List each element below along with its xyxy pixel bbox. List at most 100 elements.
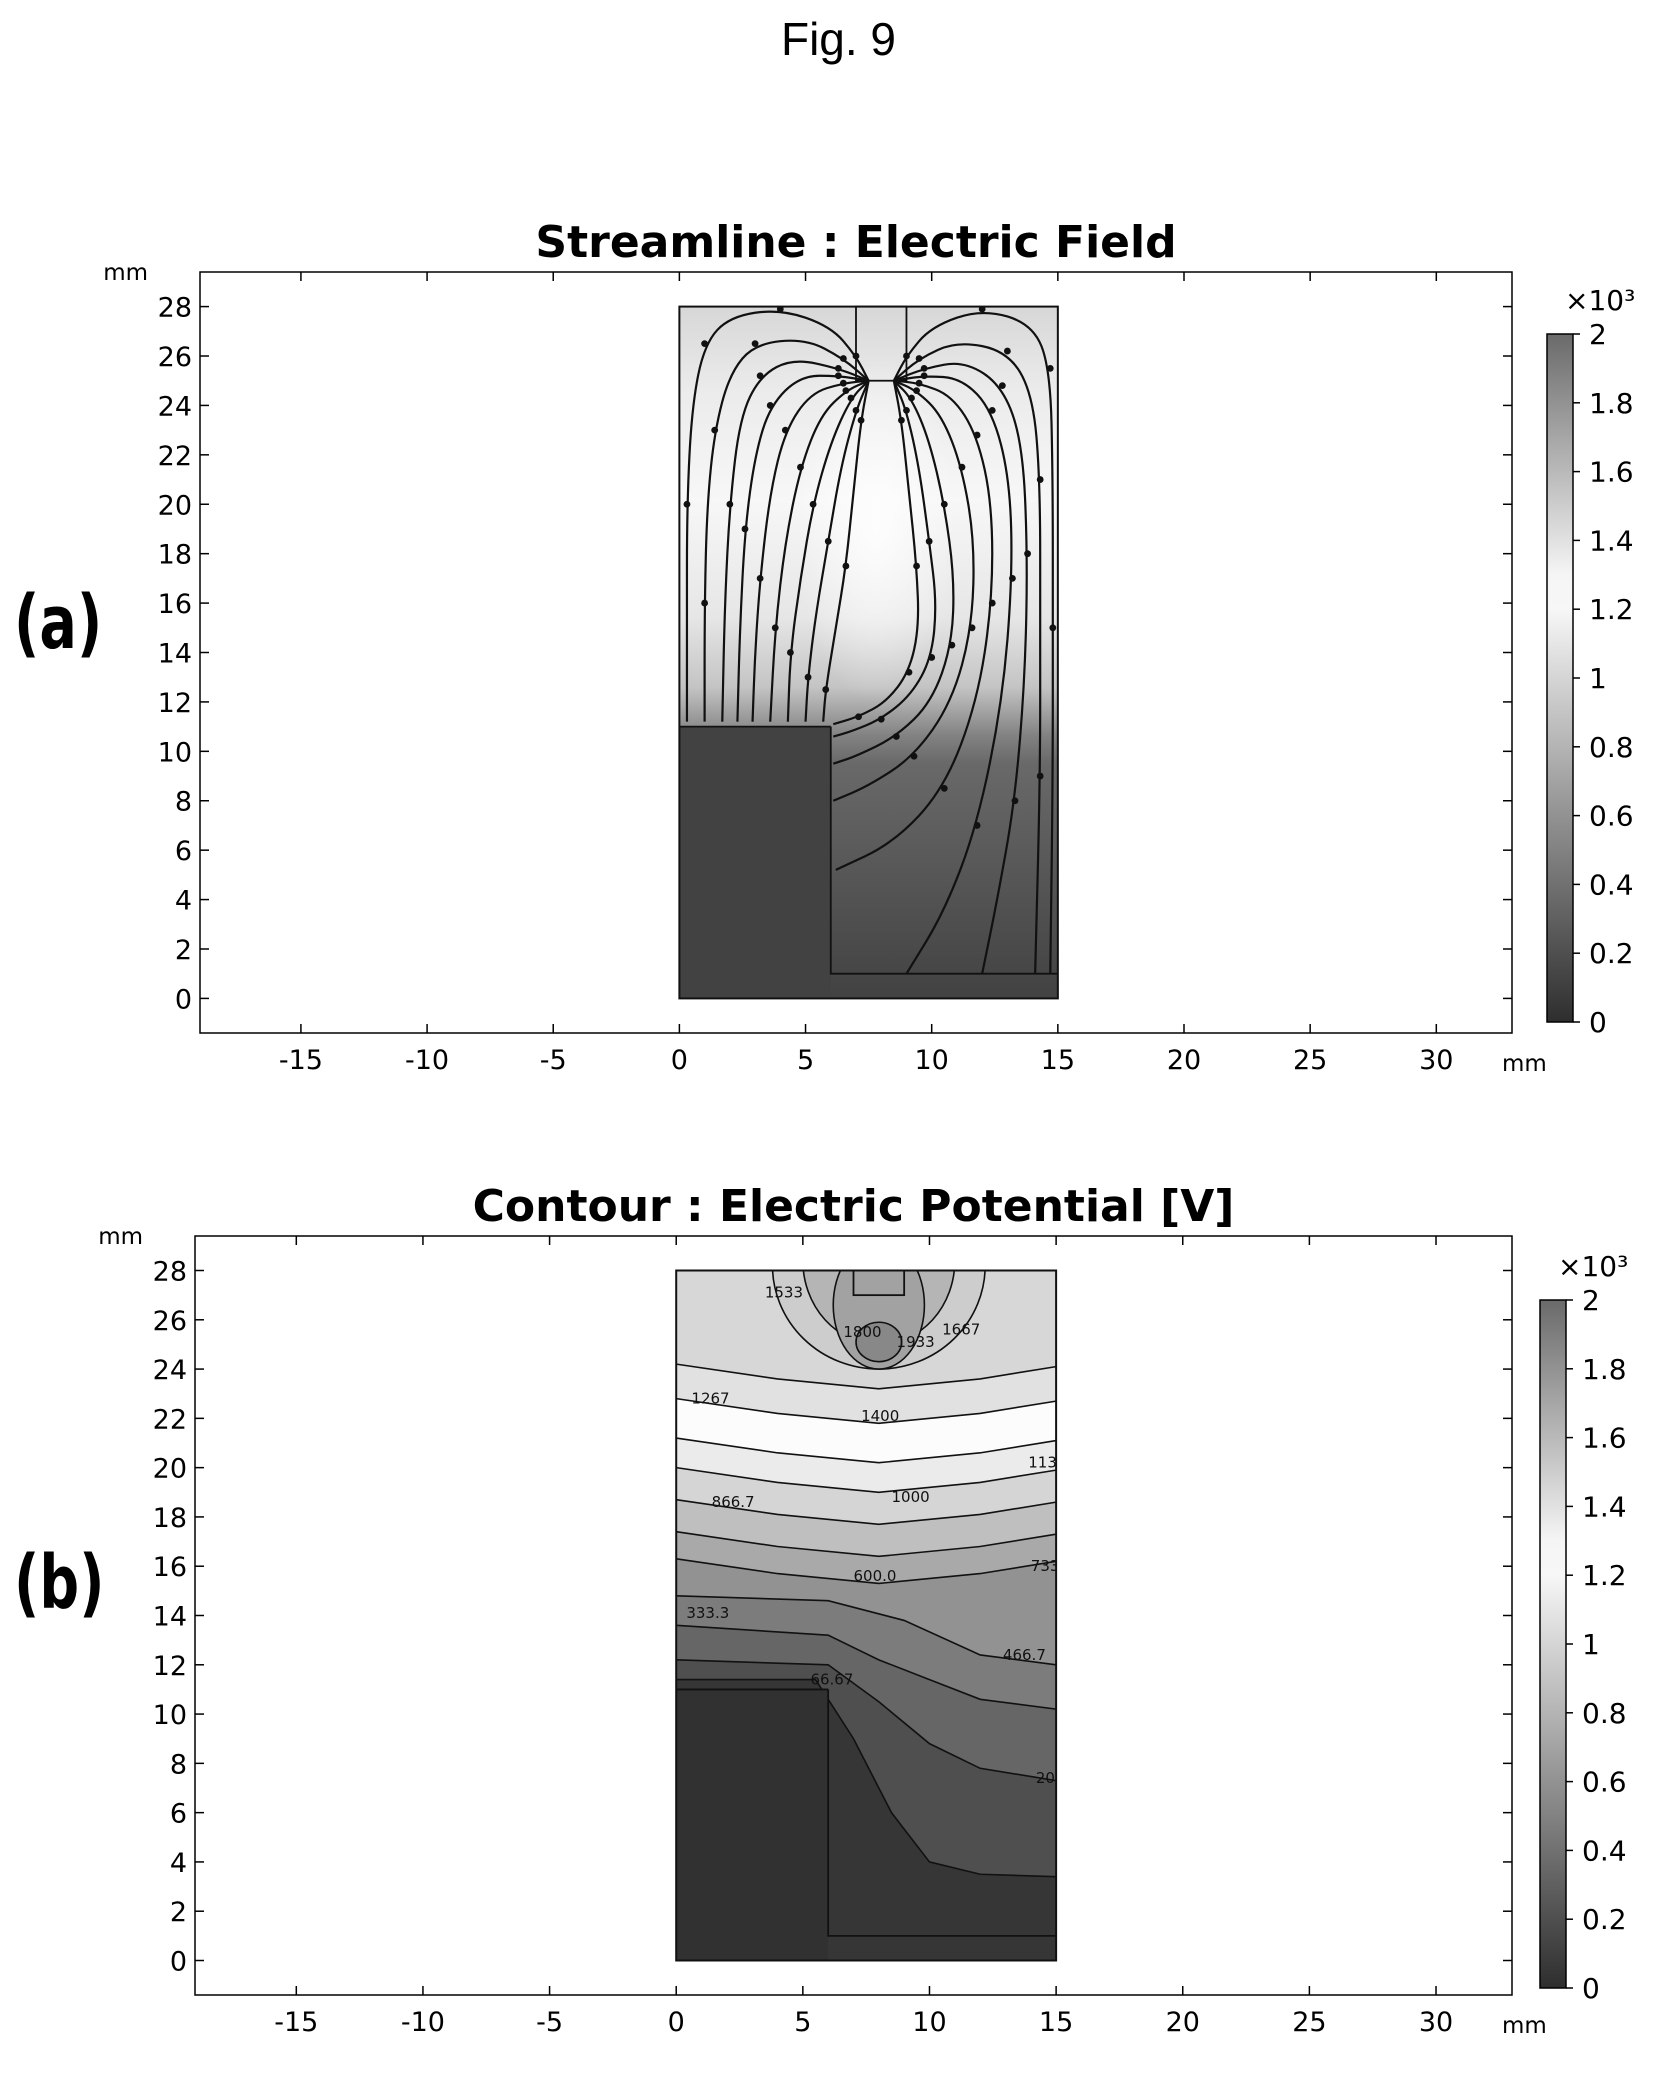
y-tick-label: 20	[158, 490, 192, 521]
streamline-arrow	[776, 306, 784, 313]
contour-label: 1800	[843, 1323, 881, 1341]
panel-b-label: (b)	[14, 1540, 105, 1626]
streamline-arrow	[771, 624, 779, 632]
contour-label: 600.0	[854, 1567, 897, 1585]
streamline-arrow	[857, 416, 865, 424]
streamline-arrow	[756, 574, 764, 582]
streamline-arrow	[913, 387, 920, 394]
streamline-arrow	[948, 641, 956, 649]
streamline-arrow	[834, 372, 842, 380]
x-axis-label: mm	[1502, 2013, 1547, 2039]
domain-boundary	[675, 1269, 1058, 1962]
streamline	[893, 375, 1013, 975]
streamline-arrow	[1036, 772, 1044, 780]
x-tick-label: 20	[1166, 2007, 1200, 2038]
streamline-arrow	[920, 372, 928, 380]
streamline-arrow	[920, 364, 928, 372]
colorbar-tick-label: 1.8	[1589, 387, 1634, 420]
contour-line	[676, 1558, 1057, 1585]
inner-electrode	[679, 726, 831, 999]
contour-label: 333.3	[686, 1604, 729, 1622]
streamline-arrow	[973, 822, 981, 829]
y-tick-label: 6	[175, 836, 192, 867]
contour-label: 66.67	[810, 1671, 853, 1689]
y-tick-label: 14	[158, 639, 192, 670]
streamline-arrow	[842, 387, 850, 394]
contour-label: 466.7	[1003, 1646, 1046, 1664]
colorbar-tick-label: 2	[1582, 1284, 1600, 1317]
colorbar-tick-label: 1.8	[1582, 1353, 1627, 1386]
streamline	[822, 380, 870, 722]
domain-boundary	[678, 305, 1059, 1000]
colorbar-tick-label: 0.4	[1582, 1834, 1627, 1867]
streamline	[804, 380, 870, 722]
chart-electric-potential: Contour : Electric Potential [V]66.67200…	[98, 1181, 1628, 2039]
streamline-arrow	[787, 649, 794, 656]
streamline-arrow	[940, 500, 948, 508]
x-tick-label: 25	[1293, 1045, 1327, 1076]
x-tick-label: 15	[1041, 1045, 1075, 1076]
streamline-arrow	[877, 715, 885, 723]
streamline-arrow	[1049, 624, 1057, 632]
electrode-boundary	[829, 726, 1058, 975]
electrode-boundary	[827, 1689, 1057, 1937]
streamline-arrow	[898, 416, 905, 424]
streamline-arrow	[908, 394, 915, 402]
y-tick-label: 28	[158, 293, 192, 324]
streamline-arrow	[824, 537, 832, 545]
y-tick-label: 12	[158, 688, 192, 719]
colorbar-tick-label: 0.6	[1589, 800, 1634, 833]
streamline	[832, 380, 920, 726]
y-tick-label: 20	[153, 1454, 187, 1485]
colorbar-tick-label: 1	[1582, 1628, 1600, 1661]
y-tick-label: 22	[158, 441, 192, 472]
y-axis-label: mm	[98, 1224, 143, 1250]
colorbar-tick-label: 1.4	[1589, 524, 1634, 557]
y-tick-label: 2	[170, 1897, 187, 1928]
x-tick-label: -5	[540, 1045, 567, 1076]
x-tick-label: 10	[912, 2007, 946, 2038]
streamline-arrow	[925, 537, 933, 545]
x-tick-label: -10	[401, 2007, 445, 2038]
colorbar	[1546, 333, 1574, 1023]
streamline-arrow	[683, 500, 691, 508]
x-tick-label: 0	[668, 2007, 685, 2038]
streamline-arrow	[1024, 550, 1031, 558]
y-tick-label: 18	[158, 540, 192, 571]
streamline-arrow	[855, 713, 862, 721]
streamline-arrow	[1003, 347, 1011, 355]
contour-lobe-1933	[855, 1321, 903, 1363]
streamline-arrow	[915, 379, 923, 387]
y-tick-label: 16	[153, 1552, 187, 1583]
y-tick-label: 18	[153, 1503, 187, 1534]
streamline-arrow	[903, 406, 910, 414]
x-tick-label: 30	[1419, 2007, 1453, 2038]
colorbar-tick-label: 1.4	[1582, 1490, 1627, 1523]
streamline-arrow	[910, 752, 918, 760]
x-tick-label: 30	[1419, 1045, 1453, 1076]
y-tick-label: 28	[153, 1257, 187, 1288]
figure-title: Fig. 9	[780, 13, 897, 65]
colorbar-tick-label: 2	[1589, 318, 1607, 351]
chart-electric-field: Streamline : Electric Field-15 -10 -5 0 5 10 1…	[103, 217, 1635, 1077]
streamline-arrow	[892, 733, 900, 740]
streamline-arrow	[741, 525, 749, 533]
field-region: 66.67 200.0 333.3 466.7 600.0 733.3 866.7 1000 1…	[676, 1270, 1057, 1961]
y-tick-label: 8	[175, 787, 192, 818]
y-tick-label: 24	[153, 1355, 187, 1386]
chart-title: Contour : Electric Potential [V]	[473, 1181, 1235, 1232]
streamline-arrow	[913, 562, 920, 570]
streamline-arrow	[822, 686, 830, 693]
colorbar-tick-label: 0	[1589, 1006, 1607, 1039]
colorbar-tick-label: 0.4	[1589, 868, 1634, 901]
streamline-arrow	[915, 355, 923, 362]
streamline-arrow	[809, 500, 817, 508]
x-tick-label: -15	[274, 2007, 318, 2038]
x-tick-label: 10	[915, 1045, 949, 1076]
contour-line	[676, 1530, 1057, 1558]
streamline-arrow	[1046, 364, 1054, 372]
streamline-arrow	[847, 394, 855, 402]
field-region	[679, 306, 1058, 999]
x-tick-label: -15	[279, 1045, 323, 1076]
streamline-arrow	[839, 355, 847, 362]
